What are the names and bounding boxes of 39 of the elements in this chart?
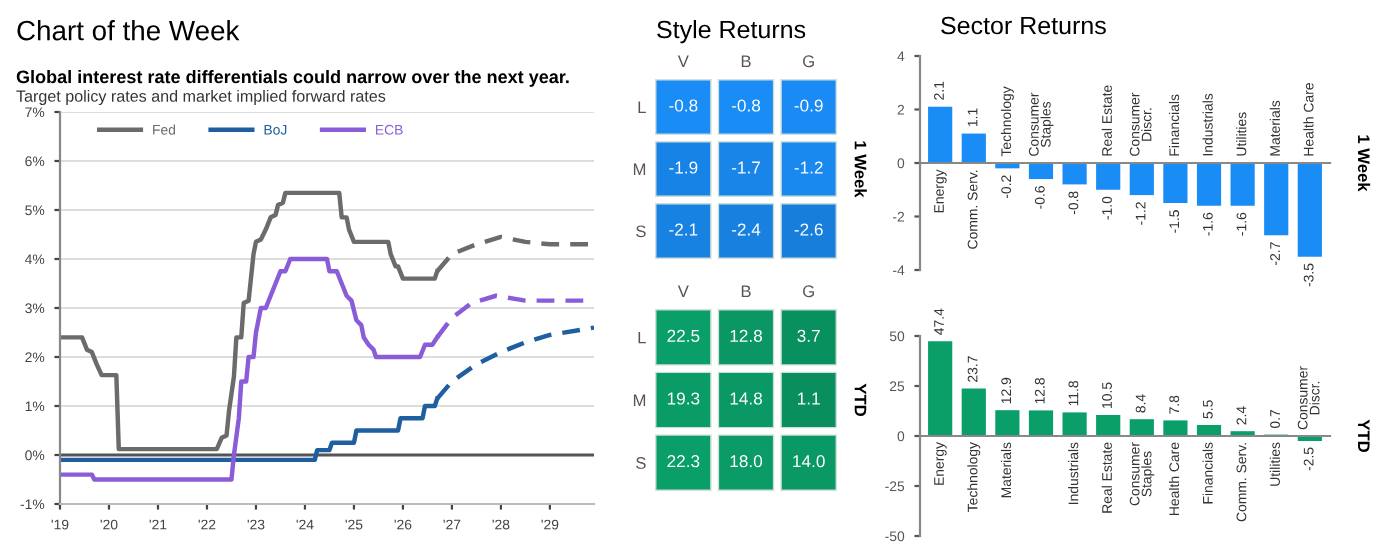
y-tick-label: M	[633, 163, 646, 176]
data-label: -1.9	[669, 161, 698, 174]
data-label: -0.8	[669, 99, 698, 112]
y2-axis-title: 1 Week	[1357, 135, 1371, 192]
y-tick-label: S	[636, 457, 646, 469]
x-tick-label: G	[803, 55, 814, 68]
data-label: -0.9	[794, 99, 823, 112]
x-tick-label: V	[677, 285, 689, 297]
chart-subtitle: Global interest rate differentials could narrow over the next year.	[16, 70, 569, 87]
data-label: -2.4	[731, 223, 761, 236]
x-tick-label: B	[741, 55, 751, 67]
y-tick-label: L	[638, 101, 646, 114]
data-label: 1.1	[798, 392, 820, 405]
chart-title: Style Returns	[657, 20, 806, 44]
data-label: -2.6	[794, 223, 823, 236]
data-label: -1.7	[731, 161, 760, 174]
x-tick-label: V	[677, 55, 689, 67]
data-label: 3.7	[797, 329, 820, 342]
chart-title: Sector Returns	[941, 16, 1106, 35]
chart-title: Chart of the Week	[17, 20, 240, 41]
data-label: -1.2	[794, 161, 823, 174]
x-tick-label: G	[803, 285, 814, 298]
data-label: 18.0	[730, 455, 763, 468]
y-tick-label: L	[638, 331, 646, 344]
data-label: 22.5	[667, 329, 700, 342]
data-label: -2.1	[669, 223, 698, 236]
y-tick-label: M	[633, 394, 646, 407]
y-tick-label: S	[636, 225, 646, 238]
x-tick-label: B	[741, 285, 751, 297]
y2-axis-title: 1 Week	[854, 141, 867, 198]
y2-axis-title: YTD	[1358, 419, 1370, 452]
text: Target policy rates and market implied forward rates	[16, 90, 386, 106]
data-label: 14.0	[793, 455, 825, 468]
y2-axis-title: YTD	[854, 383, 867, 416]
data-label: 14.8	[730, 392, 763, 405]
data-label: 22.3	[667, 455, 700, 468]
data-label: -0.8	[731, 99, 761, 112]
data-label: 12.8	[730, 329, 763, 342]
data-label: 19.3	[667, 392, 700, 405]
